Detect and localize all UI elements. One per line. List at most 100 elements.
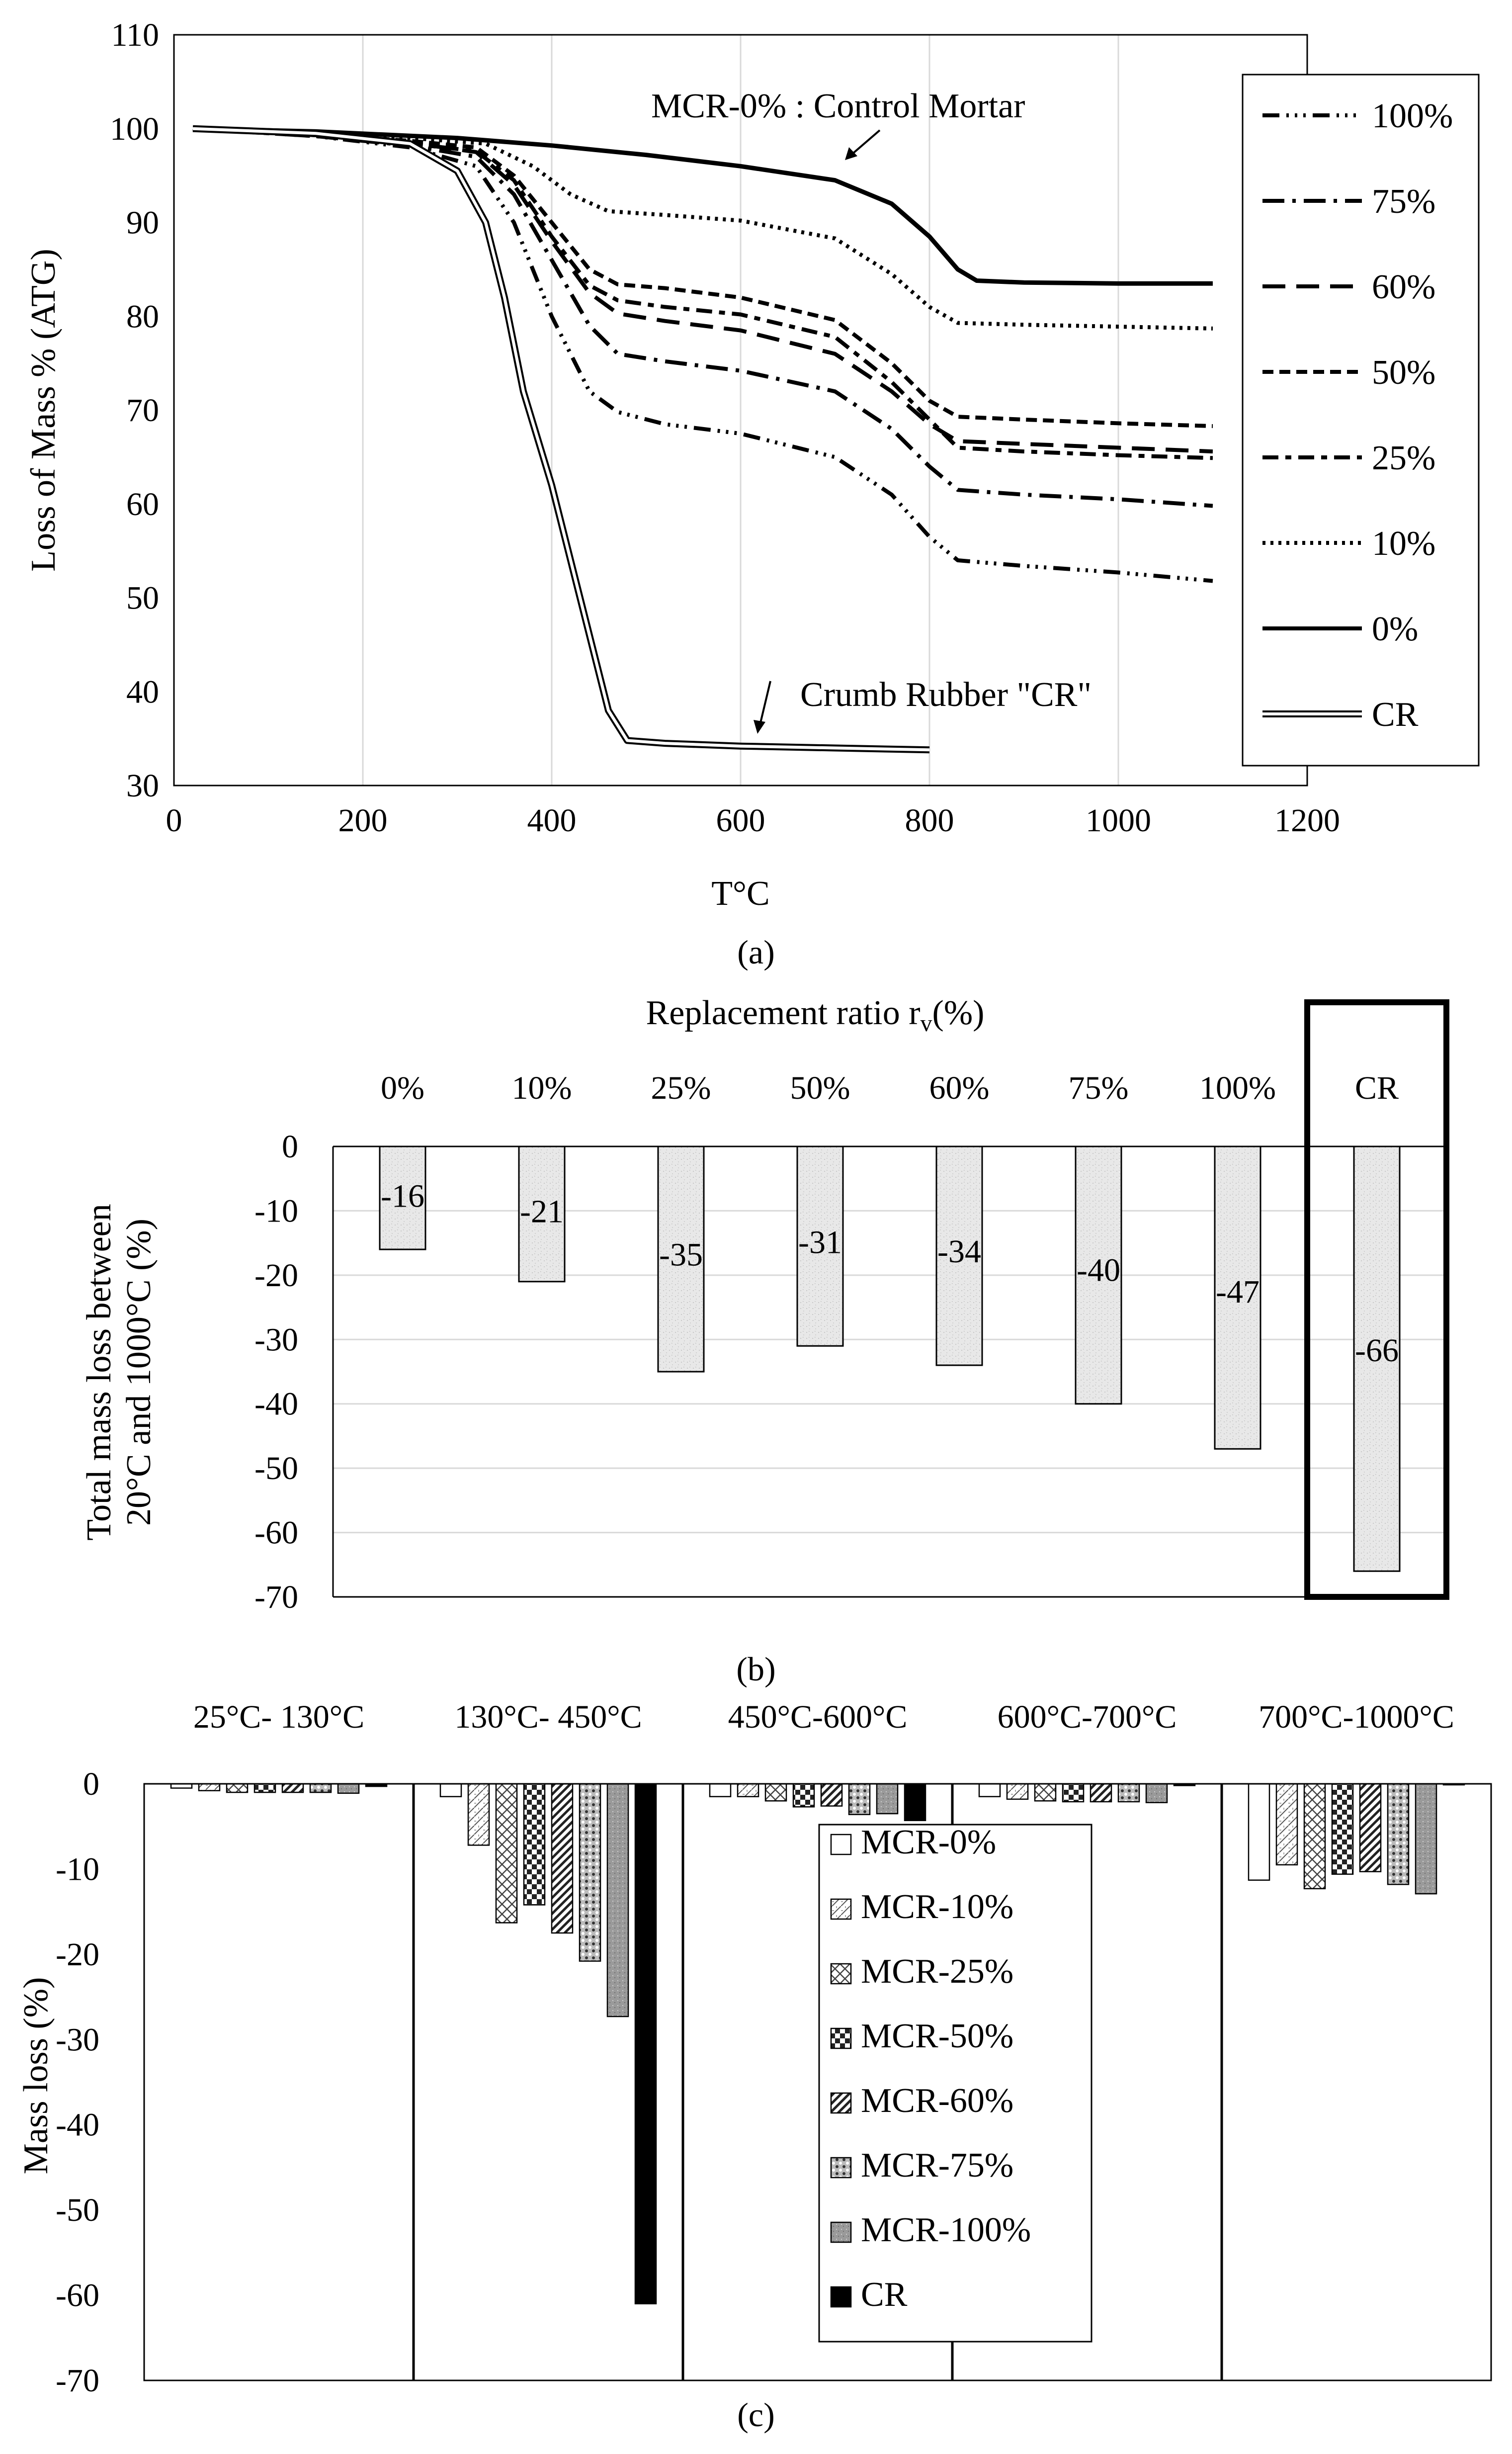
bar-mcr-60pct xyxy=(551,1783,574,1934)
chart-b-title: Replacement ratio rv(%) xyxy=(646,994,985,1037)
chart-c-category-labels: 25°C- 130°C 130°C- 450°C 450°C-600°C 600°C-… xyxy=(193,1699,1454,1735)
chart-b-y-tick-label: -70 xyxy=(254,1579,298,1615)
bar-25pct xyxy=(657,1145,705,1373)
chart-a-y-tick-label: 70 xyxy=(126,392,159,429)
chart-b-cr-highlight-frame xyxy=(1304,999,1449,1600)
chart-b-y-tick-label: -30 xyxy=(254,1321,298,1358)
legend-label: MCR-60% xyxy=(861,2082,1013,2120)
bar-mcr-25pct xyxy=(1034,1783,1057,1802)
bar-mcr-75pct xyxy=(1387,1783,1410,1885)
legend-label: 50% xyxy=(1372,353,1435,392)
bar-mcr-10pct xyxy=(1275,1783,1298,1866)
panel-b-label: (b) xyxy=(736,1650,775,1688)
chart-a-x-tick-label: 1000 xyxy=(1086,802,1151,839)
bar-mcr-50pct xyxy=(1062,1783,1085,1803)
bar-cr xyxy=(634,1783,657,2304)
bar-mcr-25pct xyxy=(764,1783,787,1802)
chart-a: 30 40 50 60 70 80 90 100 110 0 200 400 600 800 1000 12… xyxy=(24,17,1480,971)
legend-swatch-mcr-100pct xyxy=(830,2221,852,2243)
bar-mcr-10pct xyxy=(198,1783,221,1791)
legend-swatch-cr xyxy=(830,2286,852,2308)
bar-mcr-0pct xyxy=(978,1783,1001,1797)
legend-label: MCR-25% xyxy=(861,1952,1013,1991)
legend-label: CR xyxy=(861,2276,908,2314)
legend-label: MCR-75% xyxy=(861,2146,1013,2185)
bar-60pct xyxy=(935,1145,983,1366)
chart-c-ylabel: Mass loss (%) xyxy=(17,1977,55,2175)
legend-label: CR xyxy=(1372,696,1419,734)
chart-b-y-tick-label: -10 xyxy=(254,1193,298,1229)
series-line-100pct xyxy=(192,126,1213,583)
series-line-cr-inner xyxy=(192,127,930,752)
bar-value-label: -31 xyxy=(798,1225,842,1261)
series-line-75pct xyxy=(192,126,1213,508)
chart-b-y-tick-label: 0 xyxy=(282,1129,298,1165)
bar-mcr-75pct xyxy=(848,1783,871,1815)
bar-mcr-60pct xyxy=(820,1783,843,1807)
chart-c: 25°C- 130°C 130°C- 450°C 450°C-600°C 600°C-… xyxy=(17,1699,1492,2434)
series-line-50pct xyxy=(192,126,1213,429)
chart-c-y-tick-label: -50 xyxy=(56,2192,99,2228)
chart-a-gridlines xyxy=(362,35,1119,786)
bar-mcr-50pct xyxy=(1331,1783,1354,1875)
chart-c-plot-frame xyxy=(143,1783,1492,2381)
chart-a-x-ticks: 0 200 400 600 800 1000 1200 xyxy=(166,802,1341,839)
chart-b-category-label: 60% xyxy=(929,1070,990,1106)
chart-a-y-tick-label: 110 xyxy=(111,17,159,53)
annotation-crumb-rubber: Crumb Rubber "CR" xyxy=(800,676,1092,714)
bar-mcr-100pct xyxy=(606,1783,629,2017)
legend-swatch-mcr-25pct xyxy=(830,1963,852,1985)
series-line-cr-outer xyxy=(192,125,930,754)
chart-a-y-tick-label: 90 xyxy=(126,205,159,241)
chart-c-category-label: 600°C-700°C xyxy=(998,1699,1177,1735)
chart-a-x-tick-label: 1200 xyxy=(1274,802,1340,839)
chart-a-y-tick-label: 100 xyxy=(110,111,159,147)
bar-mcr-50pct xyxy=(792,1783,815,1808)
annotation-arrowhead-crumb-rubber xyxy=(754,720,765,734)
legend-swatch-mcr-0pct xyxy=(830,1834,852,1855)
legend-swatch-mcr-60pct xyxy=(830,2092,852,2114)
bar-mcr-75pct xyxy=(579,1783,601,1962)
chart-b-category-label: 75% xyxy=(1069,1070,1129,1106)
chart-c-y-tick-label: -40 xyxy=(56,2107,99,2143)
chart-c-y-tick-label: -10 xyxy=(56,1851,99,1887)
bar-mcr-60pct xyxy=(281,1783,304,1793)
chart-c-y-tick-label: -30 xyxy=(56,2021,99,2058)
chart-a-y-tick-label: 60 xyxy=(126,486,159,523)
chart-c-y-tick-label: -60 xyxy=(56,2278,99,2314)
chart-a-y-tick-label: 30 xyxy=(126,768,159,804)
chart-b-ylabel: Total mass loss between20°C and 1000°C (… xyxy=(80,1204,158,1540)
bar-value-label: -40 xyxy=(1077,1252,1120,1289)
bar-value-label: -35 xyxy=(659,1236,703,1273)
series-line-25pct xyxy=(192,126,1213,460)
chart-a-x-tick-label: 400 xyxy=(527,802,577,839)
chart-a-x-tick-label: 0 xyxy=(166,802,182,839)
chart-b-category-label: 0% xyxy=(381,1070,424,1106)
chart-a-series-layer xyxy=(192,125,1213,754)
chart-c-category-label: 450°C-600°C xyxy=(728,1699,908,1735)
legend-swatch-mcr-50pct xyxy=(830,2027,852,2049)
annotation-arrowhead-control-mortar xyxy=(845,147,857,160)
bar-10pct xyxy=(518,1145,566,1283)
legend-swatch-mcr-75pct xyxy=(830,2157,852,2179)
chart-a-x-tick-label: 600 xyxy=(716,802,765,839)
bar-mcr-100pct xyxy=(1415,1783,1437,1895)
bar-mcr-100pct xyxy=(337,1783,360,1794)
bar-100pct xyxy=(1214,1145,1261,1450)
legend-label: 100% xyxy=(1372,97,1453,135)
bar-mcr-60pct xyxy=(1359,1783,1382,1872)
bar-75pct xyxy=(1075,1145,1122,1405)
bar-value-label: -16 xyxy=(381,1178,424,1214)
legend-label: 0% xyxy=(1372,610,1418,648)
legend-label: 75% xyxy=(1372,182,1435,221)
chart-a-y-tick-label: 50 xyxy=(126,580,159,616)
chart-b-category-label: 25% xyxy=(651,1070,711,1106)
chart-a-y-tick-label: 80 xyxy=(126,298,159,335)
chart-c-category-label: 700°C-1000°C xyxy=(1259,1699,1454,1735)
chart-b-y-ticks: 0 -10 -20 -30 -40 -50 -60 -70 xyxy=(254,1129,298,1615)
chart-a-y-ticks: 30 40 50 60 70 80 90 100 110 xyxy=(110,17,159,804)
chart-b-y-tick-label: -40 xyxy=(254,1386,298,1422)
bar-mcr-100pct xyxy=(1145,1783,1168,1803)
series-line-60pct xyxy=(192,126,1213,454)
